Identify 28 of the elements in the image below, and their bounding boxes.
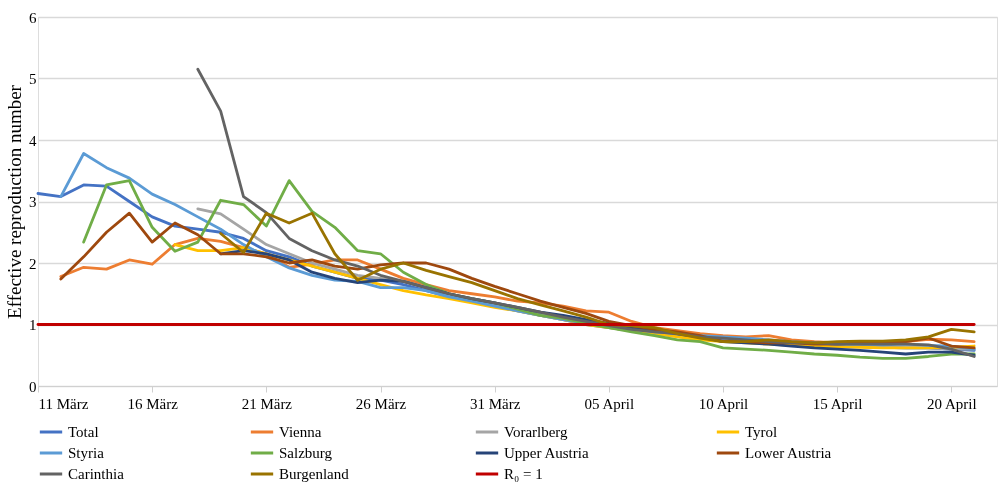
x-tick-label: 10 April	[698, 395, 749, 412]
x-tick-label: 21 März	[241, 395, 293, 412]
x-tick-label: 26 März	[355, 395, 407, 412]
y-tick-label: 1	[29, 317, 37, 333]
legend-label: Carinthia	[68, 466, 125, 482]
y-tick-label: 0	[29, 378, 37, 395]
x-tick-label: 20 April	[927, 395, 977, 412]
y-axis-title: Effective reproduction number	[4, 84, 25, 319]
legend-label: Salzburg	[279, 445, 333, 461]
x-tick-label: 16 März	[127, 395, 179, 412]
y-tick-label: 2	[29, 255, 37, 272]
y-tick-label: 4	[29, 132, 37, 149]
legend-label: Upper Austria	[504, 445, 589, 461]
x-tick-label: 31 März	[469, 395, 521, 412]
y-tick-label: 3	[29, 194, 37, 210]
x-tick-label: 05 April	[584, 395, 635, 412]
legend-label: Styria	[68, 445, 105, 461]
legend-label: Total	[68, 424, 99, 440]
legend-label: Tyrol	[745, 424, 778, 440]
legend-label: Lower Austria	[745, 445, 832, 461]
x-tick-label: 15 April	[812, 395, 863, 412]
legend-label: Vorarlberg	[504, 424, 569, 440]
y-tick-label: 6	[29, 9, 37, 26]
legend-label: R₀ = 1	[504, 466, 543, 482]
x-tick-label: 11 März	[38, 395, 89, 412]
legend-label: Burgenland	[279, 466, 350, 482]
legend-label: Vienna	[279, 424, 322, 440]
y-tick-label: 5	[29, 71, 37, 87]
